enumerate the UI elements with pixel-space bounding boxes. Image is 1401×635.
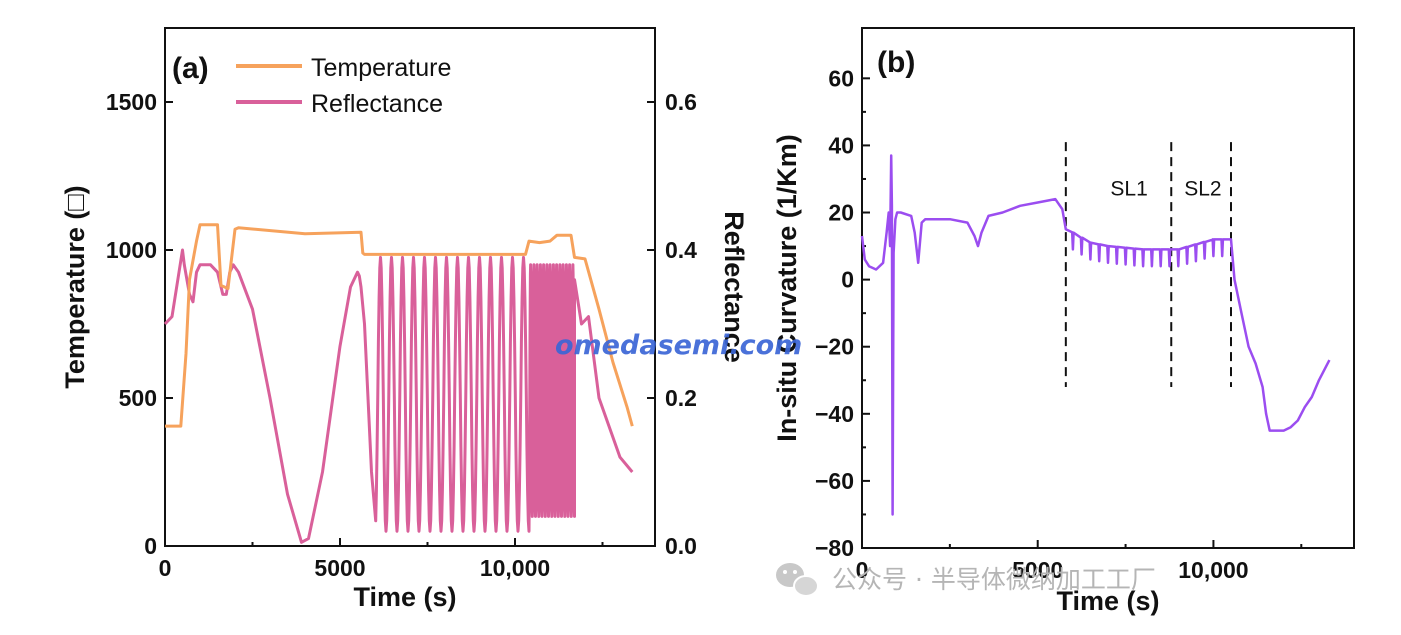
panel-b-vlines	[1064, 142, 1232, 387]
panel-b-ytick-label: −20	[815, 334, 854, 360]
panel-b-xtick-label: 10,000	[1178, 557, 1248, 583]
panel-b-ylabel: In-situ Curvature (1/Km)	[772, 134, 802, 442]
panel-b-lines	[860, 154, 1331, 516]
panel-a-ytick-label: 1500	[106, 89, 157, 115]
panel-b-ytick-label: 20	[828, 200, 854, 226]
region-label-sl1: SL1	[1110, 178, 1147, 201]
wechat-label: 公众号 · 半导体微纳加工工厂	[832, 565, 1156, 594]
panel-b-label: (b)	[877, 46, 915, 79]
panel-b-ytick-label: −80	[815, 535, 854, 561]
panel-a-ytick-label: 1000	[106, 237, 157, 263]
panel-b-ytick-label: 40	[828, 132, 854, 158]
panel-a-xtick-label: 5000	[314, 555, 365, 581]
panel-a-xlabel: Time (s)	[353, 582, 456, 612]
series-reflectance	[163, 248, 634, 544]
panel-a-y2tick-label: 0.2	[665, 385, 697, 411]
panel-a-lines	[163, 223, 634, 544]
panel-b-ticks: 0 5000 10,000 −80 −60 −40 −20 0 20 40 60	[815, 65, 1303, 583]
panel-a-ticks: 0 5000 10,000 0 500 1000 1500 0.0 0.2 0.4 0.6	[106, 89, 697, 581]
panel-b-xtick-label: 5000	[1012, 557, 1063, 583]
legend-reflectance: Reflectance	[311, 90, 443, 118]
region-label-sl2: SL2	[1184, 178, 1221, 201]
panel-b-ytick-label: 60	[828, 65, 854, 91]
wechat-watermark: 公众号 · 半导体微纳加工工厂	[776, 563, 1156, 597]
panel-b-xlabel: Time (s)	[1056, 586, 1159, 616]
series-curvature	[860, 154, 1331, 516]
panel-b-frame	[861, 27, 1355, 549]
panel-a-y2tick-label: 0.6	[665, 89, 697, 115]
panel-a-y2tick-label: 0.4	[665, 237, 697, 263]
panel-b-ytick-label: −60	[815, 468, 854, 494]
panel-a-xtick-label: 10,000	[480, 555, 550, 581]
legend-temperature: Temperature	[311, 54, 451, 82]
panel-b-ytick-label: 0	[841, 267, 854, 293]
panel-a-ytick-label: 0	[144, 533, 157, 559]
panel-a-xtick-label: 0	[159, 555, 172, 581]
panel-a-ylabel: Temperature (□)	[60, 185, 90, 388]
panel-a-label: (a)	[172, 52, 209, 85]
panel-b: 0 5000 10,000 −80 −60 −40 −20 0 20 40 60 (b) SL1 S…	[772, 27, 1355, 616]
panel-b-ytick-label: −40	[815, 401, 854, 427]
wechat-icon	[776, 563, 819, 597]
series-temperature	[165, 223, 634, 428]
panel-a-ytick-label: 500	[119, 385, 157, 411]
panel-a-frame	[164, 27, 656, 547]
panel-a-y2label: Reflectance	[719, 211, 749, 363]
panel-b-xtick-label: 0	[856, 557, 869, 583]
panel-a-y2tick-label: 0.0	[665, 533, 697, 559]
watermark-text: omedasemi.com	[555, 330, 802, 361]
